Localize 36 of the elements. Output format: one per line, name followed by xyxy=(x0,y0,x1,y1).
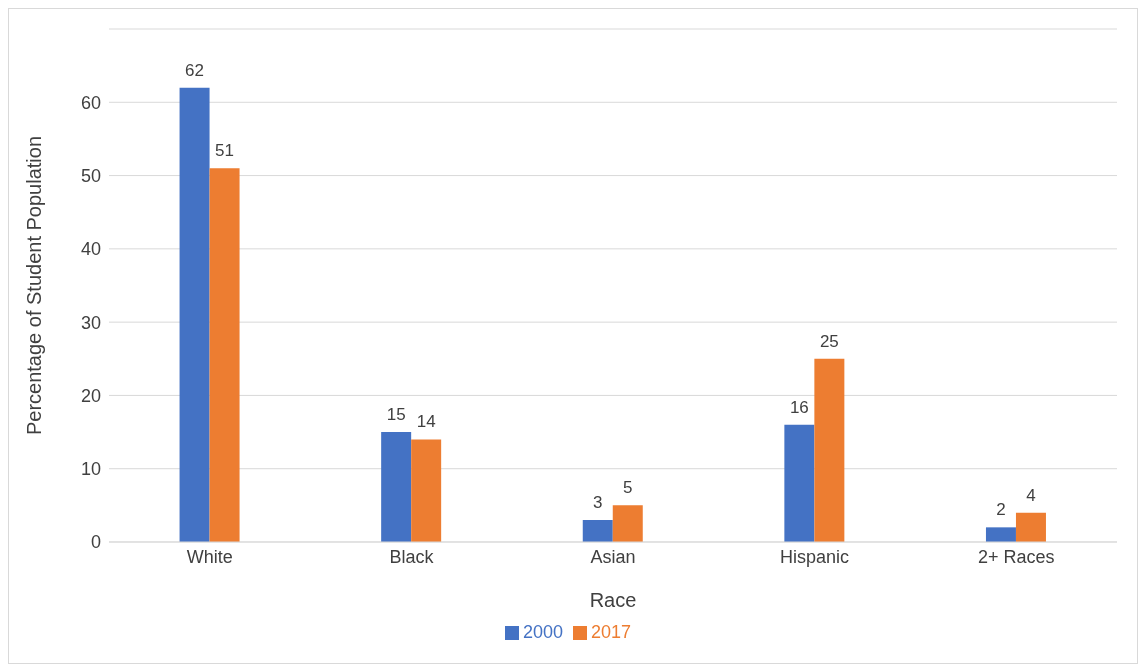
data-label: 3 xyxy=(593,493,603,513)
x-axis-title: Race xyxy=(589,589,637,611)
x-tick-label: Asian xyxy=(590,546,636,567)
legend-label: 2017 xyxy=(591,622,632,642)
bar xyxy=(582,520,613,542)
legend-label: 2000 xyxy=(522,622,563,642)
data-label: 2 xyxy=(996,500,1006,520)
bar xyxy=(1015,512,1046,542)
data-label: 4 xyxy=(1026,485,1036,505)
bar xyxy=(411,439,442,542)
data-label: 14 xyxy=(416,412,436,432)
y-tick-label: 10 xyxy=(80,459,101,480)
bar xyxy=(612,505,643,542)
data-label: 62 xyxy=(185,60,205,80)
bar xyxy=(985,527,1016,542)
data-label: 25 xyxy=(819,331,839,351)
y-tick-label: 50 xyxy=(80,165,101,186)
y-tick-label: 0 xyxy=(90,532,101,553)
x-tick-label: White xyxy=(186,546,233,567)
bar xyxy=(784,424,815,542)
y-tick-label: 60 xyxy=(80,92,101,113)
y-tick-label: 40 xyxy=(80,239,101,260)
data-label: 5 xyxy=(623,478,633,498)
bar xyxy=(179,87,210,542)
x-tick-label: Black xyxy=(389,546,435,567)
bar xyxy=(209,168,240,542)
x-tick-label: Hispanic xyxy=(780,546,850,567)
y-axis-title: Percentage of Student Population xyxy=(23,135,46,436)
bar xyxy=(381,432,412,542)
bar xyxy=(814,358,845,542)
y-tick-label: 20 xyxy=(80,385,101,406)
data-label: 15 xyxy=(386,405,406,425)
data-label: 51 xyxy=(215,141,235,161)
y-tick-label: 30 xyxy=(80,312,101,333)
data-label: 16 xyxy=(789,397,809,417)
x-tick-label: 2+ Races xyxy=(977,546,1055,567)
